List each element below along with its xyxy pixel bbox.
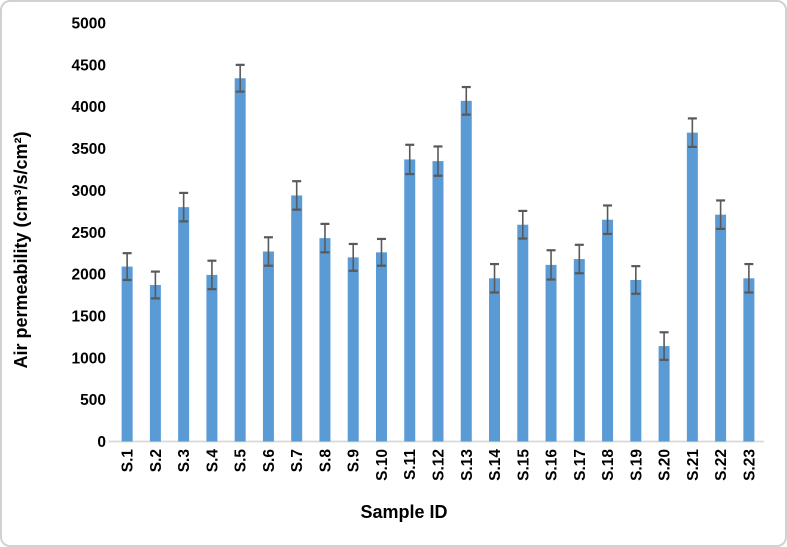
bar-s-3 — [178, 207, 190, 442]
bar-s-20 — [658, 346, 670, 442]
bar-s-17 — [573, 259, 585, 442]
x-tick-label-s-17: S.17 — [572, 449, 589, 481]
bar-s-22 — [715, 214, 727, 442]
bar-s-10 — [375, 252, 387, 442]
x-tick-label-s-2: S.2 — [148, 449, 165, 472]
bar-s-21 — [686, 132, 698, 442]
x-tick-label-s-14: S.14 — [487, 449, 504, 481]
y-axis-title: Air permeability (cm³/s/cm²) — [11, 131, 31, 368]
bar-s-11 — [404, 159, 416, 442]
bar-s-12 — [432, 161, 444, 442]
bar-s-18 — [602, 219, 614, 442]
x-tick-label-s-19: S.19 — [628, 449, 645, 481]
x-tick-label-s-21: S.21 — [685, 449, 702, 481]
bar-s-14 — [489, 278, 501, 442]
y-tick-label-1000: 1000 — [72, 350, 106, 367]
bar-s-9 — [347, 257, 359, 442]
bar-s-13 — [460, 100, 472, 442]
bar-s-23 — [743, 278, 755, 442]
x-tick-label-s-23: S.23 — [741, 449, 758, 481]
y-tick-label-4500: 4500 — [72, 57, 106, 74]
y-tick-label-2500: 2500 — [72, 225, 106, 242]
x-tick-label-s-3: S.3 — [176, 449, 193, 473]
y-tick-label-5000: 5000 — [72, 16, 106, 33]
x-tick-label-s-16: S.16 — [544, 449, 561, 481]
bar-s-19 — [630, 279, 642, 442]
y-tick-label-0: 0 — [97, 434, 106, 451]
x-tick-label-s-1: S.1 — [120, 449, 137, 473]
x-tick-label-s-18: S.18 — [600, 449, 617, 481]
y-tick-label-3500: 3500 — [72, 141, 106, 158]
bar-s-6 — [262, 251, 274, 442]
x-tick-label-s-9: S.9 — [346, 449, 363, 473]
x-tick-label-s-10: S.10 — [374, 449, 391, 481]
y-tick-label-3000: 3000 — [72, 183, 106, 200]
bar-s-16 — [545, 264, 557, 442]
y-tick-label-2000: 2000 — [72, 267, 106, 284]
x-tick-label-s-15: S.15 — [515, 449, 532, 481]
x-tick-label-s-22: S.22 — [713, 449, 730, 481]
plot-area: 0 500 1000 1500 2000 2500 3000 3500 4000 4500 5000… — [72, 16, 764, 481]
x-tick-label-s-20: S.20 — [657, 449, 674, 481]
y-tick-label-1500: 1500 — [72, 308, 106, 325]
x-axis-title: Sample ID — [360, 502, 447, 522]
x-tick-label-s-12: S.12 — [431, 449, 448, 481]
x-tick-label-s-11: S.11 — [402, 449, 419, 480]
x-tick-label-s-6: S.6 — [261, 449, 278, 473]
bar-s-8 — [319, 238, 331, 442]
bar-s-7 — [291, 195, 303, 442]
x-tick-label-s-4: S.4 — [204, 449, 221, 473]
bar-s-5 — [234, 78, 246, 442]
y-tick-label-500: 500 — [80, 392, 106, 409]
y-tick-label-4000: 4000 — [72, 99, 106, 116]
bar-s-1 — [121, 266, 133, 442]
x-tick-label-s-7: S.7 — [289, 449, 306, 472]
bar-s-2 — [149, 284, 161, 442]
x-tick-label-s-8: S.8 — [317, 449, 334, 473]
x-tick-label-s-13: S.13 — [459, 449, 476, 481]
bar-s-4 — [206, 274, 218, 442]
x-tick-label-s-5: S.5 — [233, 449, 250, 473]
bar-s-15 — [517, 224, 529, 442]
